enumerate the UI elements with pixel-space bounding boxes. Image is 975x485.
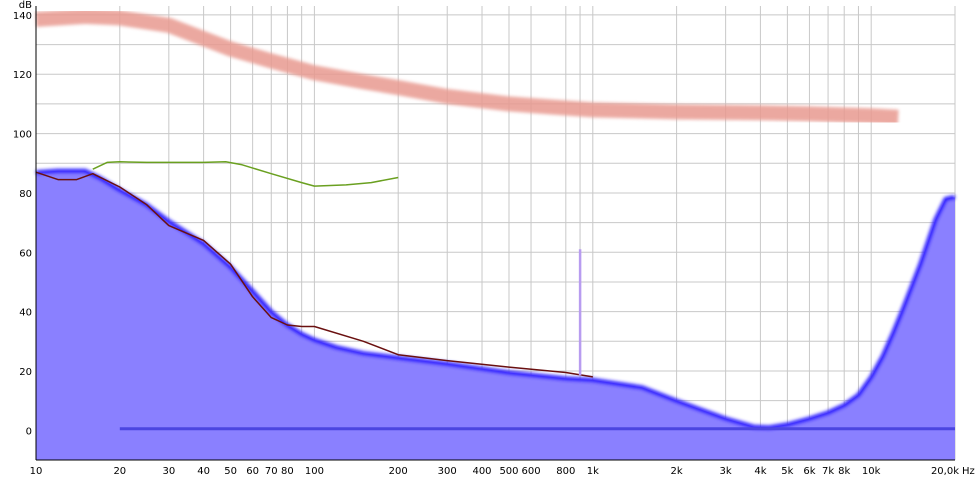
y-tick-label: 100 [13,130,32,141]
x-tick-label: 40 [197,466,210,477]
x-tick-label: 400 [472,466,491,477]
y-tick-label: 80 [19,189,32,200]
y-tick-label: 140 [13,11,32,22]
spectrum-area-fill [36,170,955,460]
label-layer: dB Hz 10 20 30 40 50 60 70 80 100 200 300 400 500 600… [13,0,975,477]
x-tick-label: 4k [754,466,766,477]
x-tick-label: 10k [862,466,881,477]
threshold-band-series [35,8,899,125]
x-tick-label: 8k [838,466,850,477]
x-tick-label: 7k [822,466,834,477]
x-tick-label: 600 [521,466,540,477]
x-tick-label: 6k [803,466,815,477]
x-tick-label: 100 [305,466,324,477]
y-unit-label: dB [19,0,32,11]
x-tick-label: 2k [671,466,683,477]
axis-layer [35,6,955,461]
x-tick-label: 20 [113,466,126,477]
y-tick-label: 40 [19,308,32,319]
x-tick-label: 80 [281,466,294,477]
series-layer [35,8,955,460]
y-tick-label: 0 [26,426,32,437]
dark-red-curve-series [35,171,593,378]
x-tick-label: 500 [499,466,518,477]
x-tick-label: 200 [389,466,408,477]
x-tick-label: 5k [781,466,793,477]
x-tick-label: 3k [720,466,732,477]
y-tick-label: 120 [13,70,32,81]
green-curve-series [92,161,399,187]
y-tick-label: 60 [19,248,32,259]
x-unit-label: Hz [962,466,975,477]
x-tick-label: 1k [587,466,599,477]
x-tick-label: 50 [224,466,237,477]
spectrum-area-outline [35,168,955,430]
x-tick-label: 10 [30,466,43,477]
x-tick-label: 60 [246,466,259,477]
x-tick-label: 300 [438,466,457,477]
x-tick-label: 20,0k [931,466,959,477]
x-tick-label: 30 [162,466,175,477]
x-tick-label: 800 [556,466,575,477]
y-tick-label: 20 [19,367,32,378]
x-tick-label: 70 [265,466,278,477]
